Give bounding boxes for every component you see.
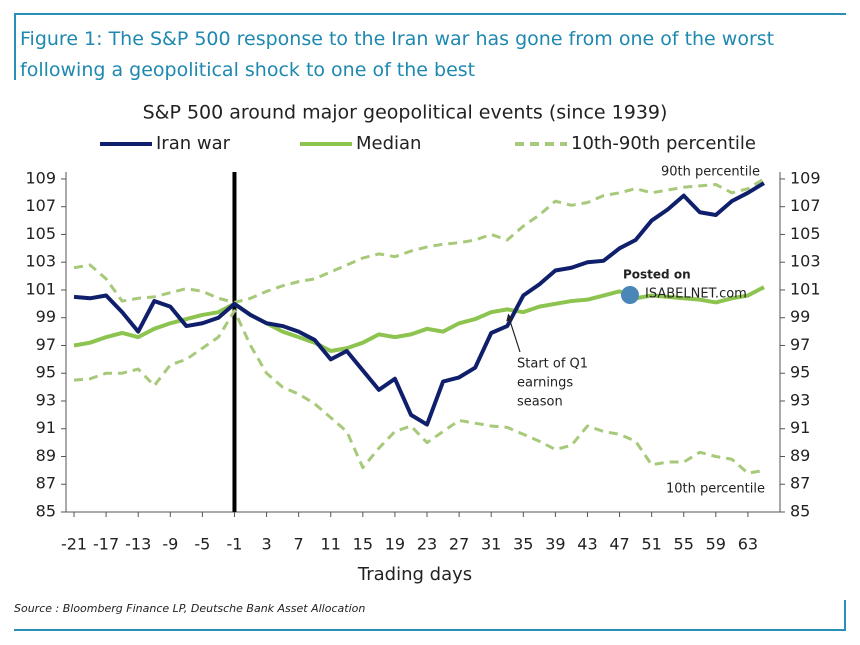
annotation: Start of Q1 [517, 357, 588, 372]
y-tick-label: 109 [25, 168, 56, 187]
x-tick-label: 63 [738, 535, 758, 554]
legend-label: 10th-90th percentile [571, 133, 756, 154]
lower-label: 10th percentile [666, 482, 765, 497]
x-tick-label: 43 [577, 535, 597, 554]
y2-tick-label: 93 [790, 390, 810, 409]
x-tick-label: 51 [641, 535, 661, 554]
x-tick-label: 7 [294, 535, 304, 554]
y-tick-label: 89 [36, 446, 56, 465]
header-title: Figure 1: The S&P 500 response to the Ir… [20, 28, 775, 81]
source: Source : Bloomberg Finance LP, Deutsche … [14, 602, 366, 615]
x-tick-label: 31 [481, 535, 501, 554]
y2-tick-label: 103 [790, 252, 821, 271]
y2-tick-label: 87 [790, 474, 810, 493]
y2-tick-label: 91 [790, 418, 810, 437]
y2-tick-label: 109 [790, 168, 821, 187]
y2-tick-label: 95 [790, 363, 810, 382]
y2-tick-label: 89 [790, 446, 810, 465]
y2-tick-label: 101 [790, 279, 821, 298]
upper-line [73, 177, 765, 304]
x-tick-label: 23 [417, 535, 437, 554]
annotation-arrow [507, 315, 521, 353]
x-tick-label: 3 [261, 535, 271, 554]
x-tick-label: 47 [609, 535, 629, 554]
y-tick-label: 85 [36, 502, 56, 521]
x-tick-label: 27 [449, 535, 469, 554]
chart-title: S&P 500 around major geopolitical events… [143, 102, 668, 124]
x-tick-label: 39 [545, 535, 565, 554]
annotation: earnings [517, 376, 573, 391]
y2-tick-label: 99 [790, 307, 810, 326]
y-tick-label: 91 [36, 418, 56, 437]
upper-label: 90th percentile [661, 165, 760, 180]
x-tick-label: 19 [385, 535, 405, 554]
x-tick-label: 55 [674, 535, 694, 554]
x-tick-label: -5 [194, 535, 210, 554]
y-tick-label: 107 [25, 196, 56, 215]
x-tick-label: 59 [706, 535, 726, 554]
iran-line [73, 181, 765, 427]
annotation-arrowhead [506, 313, 513, 322]
y-tick-label: 93 [36, 390, 56, 409]
y-tick-label: 105 [25, 224, 56, 243]
y-tick-label: 99 [36, 307, 56, 326]
x-tick-label: -9 [162, 535, 178, 554]
x-tick-label: -21 [61, 535, 87, 554]
x-tick-label: -13 [125, 535, 151, 554]
x-tick-label: -1 [226, 535, 242, 554]
y2-tick-label: 97 [790, 335, 810, 354]
x-tick-label: 11 [321, 535, 341, 554]
legend-label: Iran war [156, 133, 231, 154]
y-tick-label: 95 [36, 363, 56, 382]
y-tick-label: 103 [25, 252, 56, 271]
watermark-logo [621, 286, 639, 304]
x-tick-label: -17 [93, 535, 119, 554]
watermark: Posted on [623, 268, 691, 282]
legend-label: Median [356, 133, 421, 154]
watermark: ISABELNET.com [645, 287, 747, 302]
y-tick-label: 101 [25, 279, 56, 298]
annotation: season [517, 395, 563, 410]
y-tick-label: 87 [36, 474, 56, 493]
x-axis-label: Trading days [357, 564, 472, 585]
x-tick-label: 35 [513, 535, 533, 554]
y2-tick-label: 85 [790, 502, 810, 521]
median-line [73, 285, 765, 354]
lower-line [73, 309, 765, 475]
y-tick-label: 97 [36, 335, 56, 354]
x-tick-label: 15 [353, 535, 373, 554]
y2-tick-label: 107 [790, 196, 821, 215]
y2-tick-label: 105 [790, 224, 821, 243]
